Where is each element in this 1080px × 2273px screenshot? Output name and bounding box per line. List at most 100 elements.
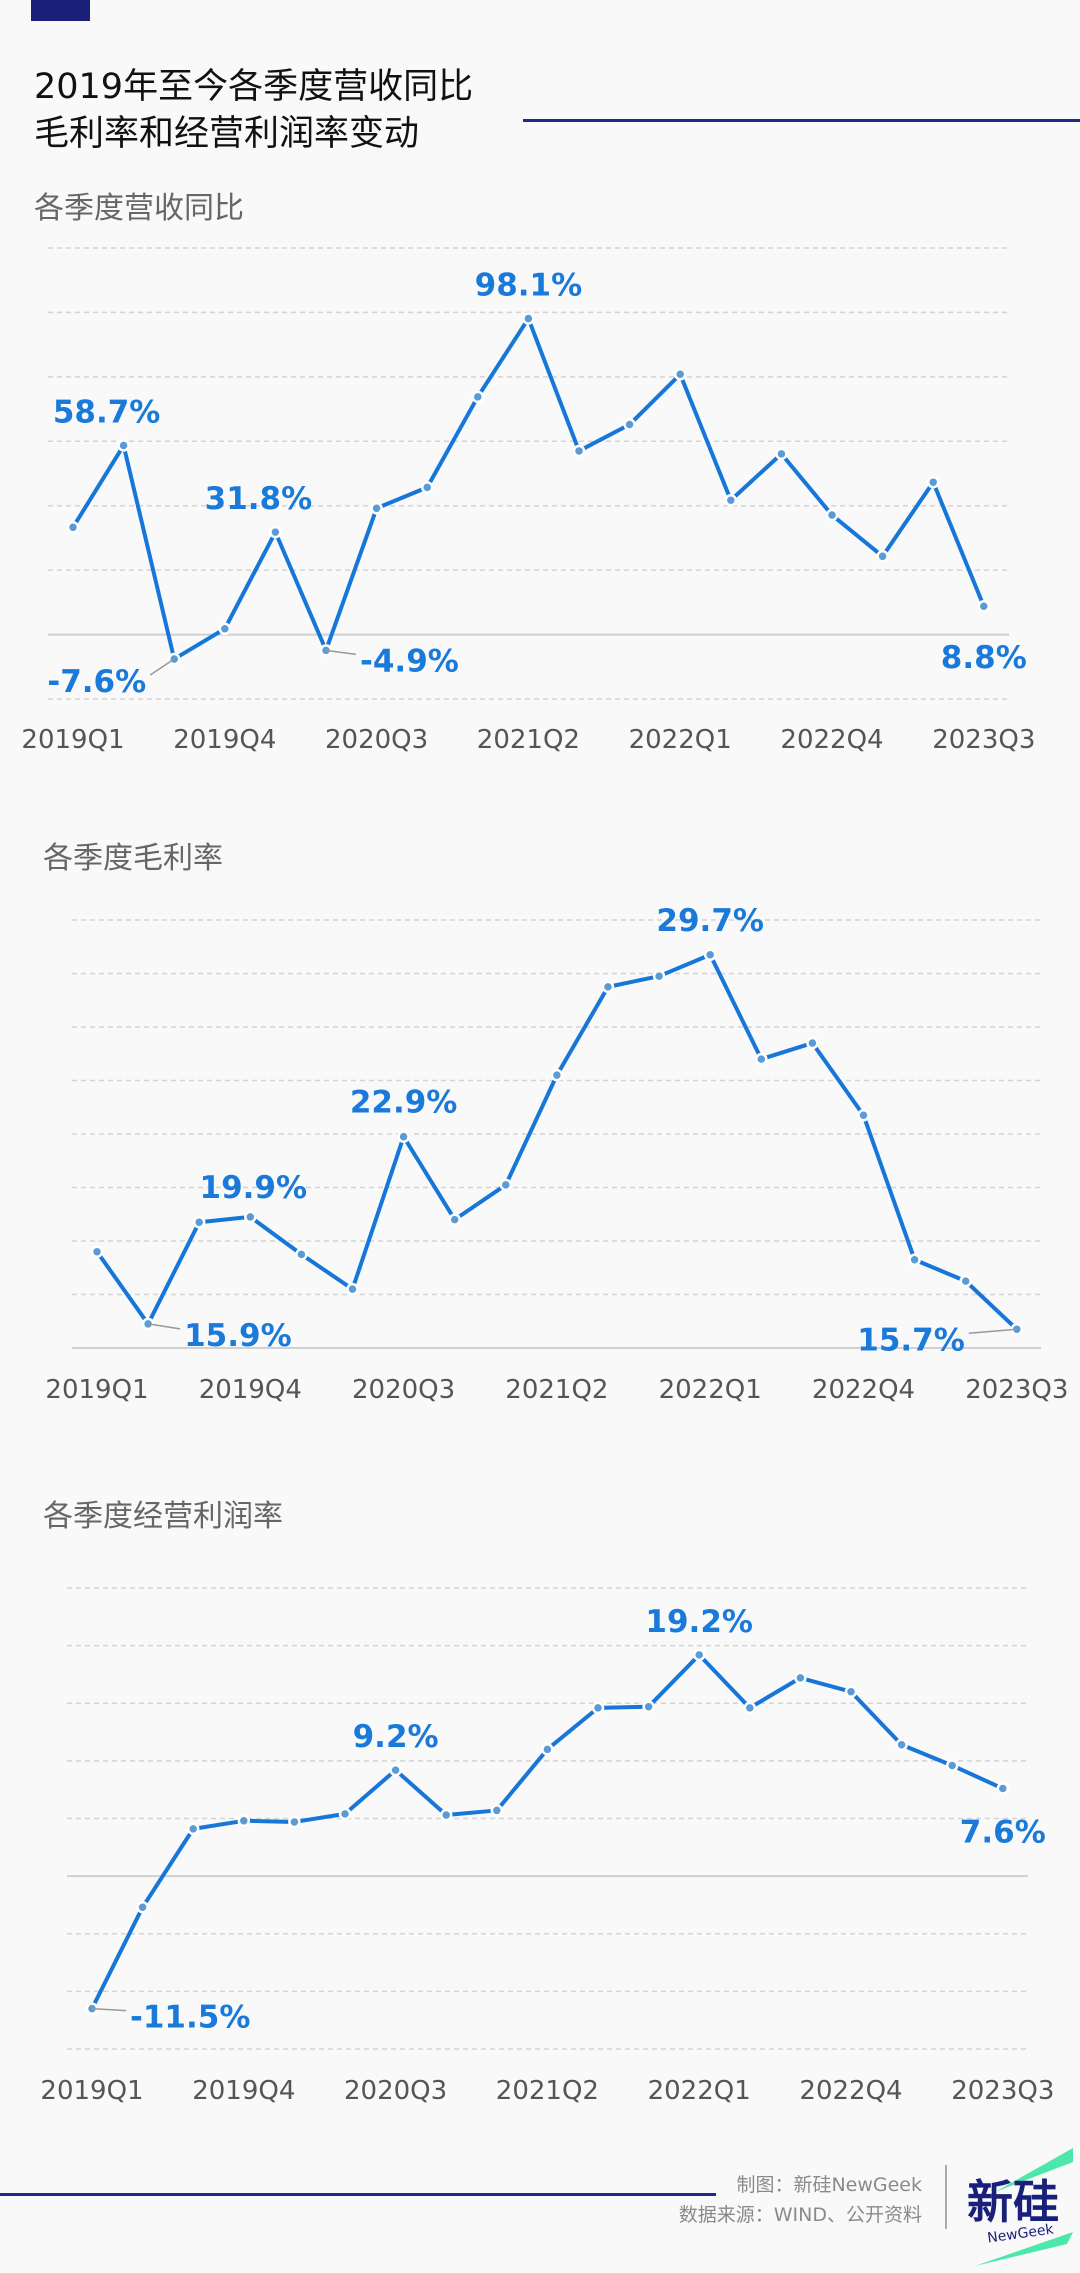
title-line-2: 毛利率和经营利润率变动 [34,114,420,154]
data-point [959,1274,972,1288]
data-point [499,1178,513,1192]
title-line-1: 2019年至今各季度营收同比 [34,67,474,107]
newgeek-logo: 新硅 NewGeek [967,2148,1073,2266]
data-point [601,980,615,994]
data-point [743,1701,757,1715]
data-point [703,948,717,962]
data-point [806,1036,819,1050]
data-label: 58.7% [53,394,161,430]
x-axis-tick-label: 2022Q1 [659,1375,762,1405]
data-label: 29.7% [656,903,764,939]
data-point [471,390,485,404]
data-label: -7.6% [47,664,146,700]
x-axis-tick-label: 2022Q4 [799,2076,902,2106]
data-point [895,1738,908,1751]
data-point [448,1213,461,1226]
logo-accent-bottom-icon [975,2232,1073,2266]
chart-title-gross-margin: 各季度毛利率 [43,841,223,876]
leader-line [968,1328,1017,1335]
x-axis-tick-label: 2022Q1 [648,2076,751,2106]
x-axis-tick-label: 2023Q3 [965,1375,1068,1405]
footer-divider [0,2193,716,2196]
leader-line [91,2007,127,2012]
data-point [288,1815,301,1829]
x-axis-tick-label: 2023Q3 [951,2076,1054,2106]
data-point [420,481,434,494]
data-point [945,1759,959,1772]
data-point [370,502,383,515]
data-point [550,1068,564,1082]
x-axis-tick-label: 2020Q3 [325,725,428,755]
x-axis-tick-label: 2020Q3 [352,1375,455,1405]
data-label: 19.9% [200,1170,308,1206]
data-label: 31.8% [205,481,313,517]
data-point [522,312,535,325]
data-point [844,1685,858,1698]
data-label: 15.7% [857,1322,965,1358]
logo-accent-top-icon [995,2148,1073,2192]
chart-credit: 制图：新硅NewGeek [736,2174,922,2196]
chart-title-operating-margin: 各季度经营利润率 [43,1499,283,1534]
data-point [652,969,666,983]
data-point [996,1782,1010,1795]
data-source: 数据来源：WIND、公开资料 [678,2204,922,2226]
x-axis-tick-label: 2021Q2 [496,2076,599,2106]
series-line [90,1652,1004,2010]
data-point [572,444,586,458]
data-label: -11.5% [130,2000,250,2036]
chart-title-revenue-yoy: 各季度营收同比 [34,191,244,226]
data-point [876,550,889,563]
x-axis-tick-label: 2021Q2 [505,1375,608,1405]
x-axis-tick-label: 2022Q1 [629,725,732,755]
data-label: 15.9% [184,1318,292,1354]
data-point [117,439,130,452]
data-point [90,1245,104,1258]
data-point [295,1248,308,1261]
data-point [673,368,687,381]
data-label: 22.9% [350,1085,458,1121]
x-axis-tick-label: 2022Q4 [780,725,883,755]
data-point [397,1130,410,1143]
data-point [389,1763,402,1777]
x-axis-tick-label: 2019Q1 [40,2076,143,2106]
logo-text: 新硅 [967,2175,1059,2229]
data-point [775,447,788,461]
x-axis-tick-label: 2020Q3 [344,2076,447,2106]
page-title: 2019年至今各季度营收同比 毛利率和经营利润率变动 [34,64,473,158]
data-point [623,418,636,431]
leader-line [325,649,357,656]
data-point [825,508,839,522]
data-label: 98.1% [475,268,583,304]
data-point [186,1822,200,1836]
data-point [692,1648,706,1662]
data-point [338,1807,352,1821]
data-point [244,1210,257,1224]
top-accent-bar [31,0,90,21]
data-point [269,525,282,539]
data-point [439,1808,453,1822]
footer-separator [945,2165,947,2229]
x-axis-tick-label: 2023Q3 [932,725,1035,755]
data-point [857,1109,870,1122]
x-axis-tick-label: 2021Q2 [477,725,580,755]
leader-line [147,1323,181,1330]
x-axis-tick-label: 2022Q4 [812,1375,915,1405]
x-axis-tick-label: 2019Q4 [192,2076,295,2106]
leader-line [149,658,175,676]
x-axis-tick-label: 2019Q1 [45,1375,148,1405]
data-point [237,1814,251,1828]
data-point [977,599,991,613]
x-axis-tick-label: 2019Q4 [199,1375,302,1405]
data-point [926,475,940,489]
data-point [218,622,232,636]
title-divider [523,119,1080,122]
data-point [192,1216,206,1229]
data-point [136,1900,149,1914]
data-point [490,1804,504,1817]
data-point [642,1700,655,1713]
data-point [346,1282,359,1296]
x-axis-tick-label: 2019Q1 [21,725,124,755]
